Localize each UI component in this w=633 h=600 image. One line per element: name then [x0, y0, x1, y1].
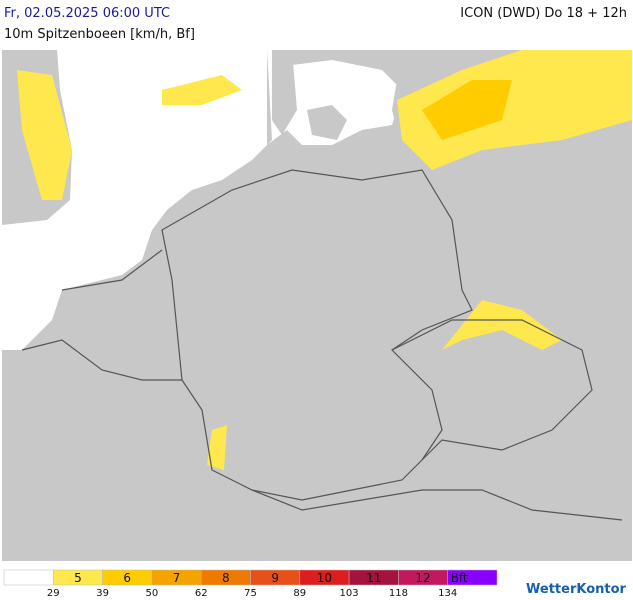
bf-label: 8 [222, 571, 230, 585]
kmh-label: 62 [195, 588, 208, 599]
map [2, 50, 632, 561]
legend-swatch [3, 569, 54, 586]
bf-label: 9 [271, 571, 279, 585]
bf-label: 7 [173, 571, 181, 585]
subtitle: 10m Spitzenboeen [km/h, Bf] [4, 27, 195, 42]
datetime: Fr, 02.05.2025 06:00 UTC [4, 6, 171, 21]
borders [21, 169, 623, 521]
gusts [422, 80, 512, 140]
gusts [207, 425, 227, 470]
logo: WetterKontor [526, 582, 626, 597]
kmh-label: 29 [47, 588, 60, 599]
bf-label: 11 [366, 571, 381, 585]
gusts [442, 300, 562, 350]
kmh-label: 118 [389, 588, 408, 599]
island [307, 105, 347, 140]
kmh-label: 39 [96, 588, 109, 599]
bf-label: 5 [74, 571, 82, 585]
kmh-label: 103 [340, 588, 359, 599]
gusts [17, 70, 72, 200]
kmh-label: 89 [293, 588, 306, 599]
bf-label: 10 [317, 571, 332, 585]
kmh-label: 50 [146, 588, 159, 599]
kmh-label: 134 [438, 588, 457, 599]
sea [2, 50, 402, 350]
denmark [272, 50, 297, 135]
legend-swatch [447, 569, 498, 586]
model-run: ICON (DWD) Do 18 + 12h [460, 6, 627, 21]
bf-label: Bft [451, 571, 468, 585]
bf-label: 12 [415, 571, 430, 585]
gusts [162, 75, 242, 105]
bf-label: 6 [123, 571, 131, 585]
gusts [397, 50, 632, 170]
kmh-label: 75 [244, 588, 257, 599]
